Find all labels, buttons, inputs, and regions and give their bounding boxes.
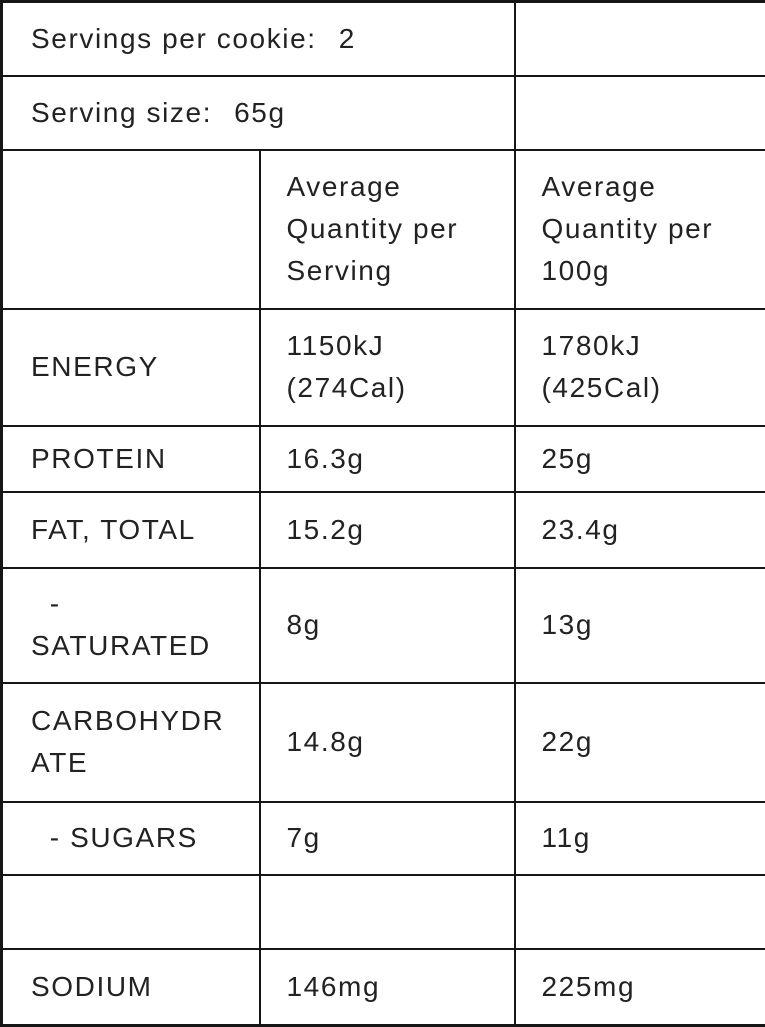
per-serving-value: 7g: [260, 802, 515, 875]
per-serving-value: 1150kJ (274Cal): [260, 309, 515, 426]
table-row-saturated: - SATURATED 8g 13g: [2, 568, 765, 683]
per-100g-value: 22g: [515, 683, 765, 802]
serving-size-value: 65g: [234, 97, 286, 128]
per-100g-value: 25g: [515, 426, 765, 492]
servings-per-cookie-value: 2: [339, 23, 356, 54]
header-nutrient-cell: [2, 150, 260, 309]
servings-per-cookie-cell: Servings per cookie: 2: [2, 2, 515, 76]
empty-cell: [515, 2, 765, 76]
per-serving-value: 14.8g: [260, 683, 515, 802]
empty-cell: [515, 76, 765, 150]
nutrient-label: ENERGY: [2, 309, 260, 426]
table-row-spacer: [2, 875, 765, 949]
serving-size-row: Serving size: 65g: [2, 76, 765, 150]
nutrient-label: CARBOHYDRATE: [2, 683, 260, 802]
table-row-sodium: SODIUM 146mg 225mg: [2, 949, 765, 1026]
header-per-serving-cell: Average Quantity per Serving: [260, 150, 515, 309]
nutrient-label: - SATURATED: [2, 568, 260, 683]
per-serving-value: [260, 875, 515, 949]
per-100g-value: 13g: [515, 568, 765, 683]
per-serving-value: 15.2g: [260, 492, 515, 568]
nutrient-label: PROTEIN: [2, 426, 260, 492]
per-100g-value: 225mg: [515, 949, 765, 1026]
per-serving-value: 146mg: [260, 949, 515, 1026]
per-100g-value: [515, 875, 765, 949]
per-100g-value: 1780kJ (425Cal): [515, 309, 765, 426]
nutrient-label: [2, 875, 260, 949]
servings-per-cookie-label: Servings per cookie:: [31, 23, 317, 54]
column-header-row: Average Quantity per Serving Average Qua…: [2, 150, 765, 309]
serving-size-cell: Serving size: 65g: [2, 76, 515, 150]
header-per-100g-cell: Average Quantity per 100g: [515, 150, 765, 309]
serving-size-label: Serving size:: [31, 97, 212, 128]
table-row-protein: PROTEIN 16.3g 25g: [2, 426, 765, 492]
per-100g-value: 23.4g: [515, 492, 765, 568]
per-serving-value: 8g: [260, 568, 515, 683]
table-row-fat-total: FAT, TOTAL 15.2g 23.4g: [2, 492, 765, 568]
per-100g-value: 11g: [515, 802, 765, 875]
per-serving-value: 16.3g: [260, 426, 515, 492]
nutrient-label: SODIUM: [2, 949, 260, 1026]
table-row-energy: ENERGY 1150kJ (274Cal) 1780kJ (425Cal): [2, 309, 765, 426]
table-row-sugars: - SUGARS 7g 11g: [2, 802, 765, 875]
nutrient-label: - SUGARS: [2, 802, 260, 875]
servings-per-cookie-row: Servings per cookie: 2: [2, 2, 765, 76]
table-row-carbohydrate: CARBOHYDRATE 14.8g 22g: [2, 683, 765, 802]
nutrient-label: FAT, TOTAL: [2, 492, 260, 568]
